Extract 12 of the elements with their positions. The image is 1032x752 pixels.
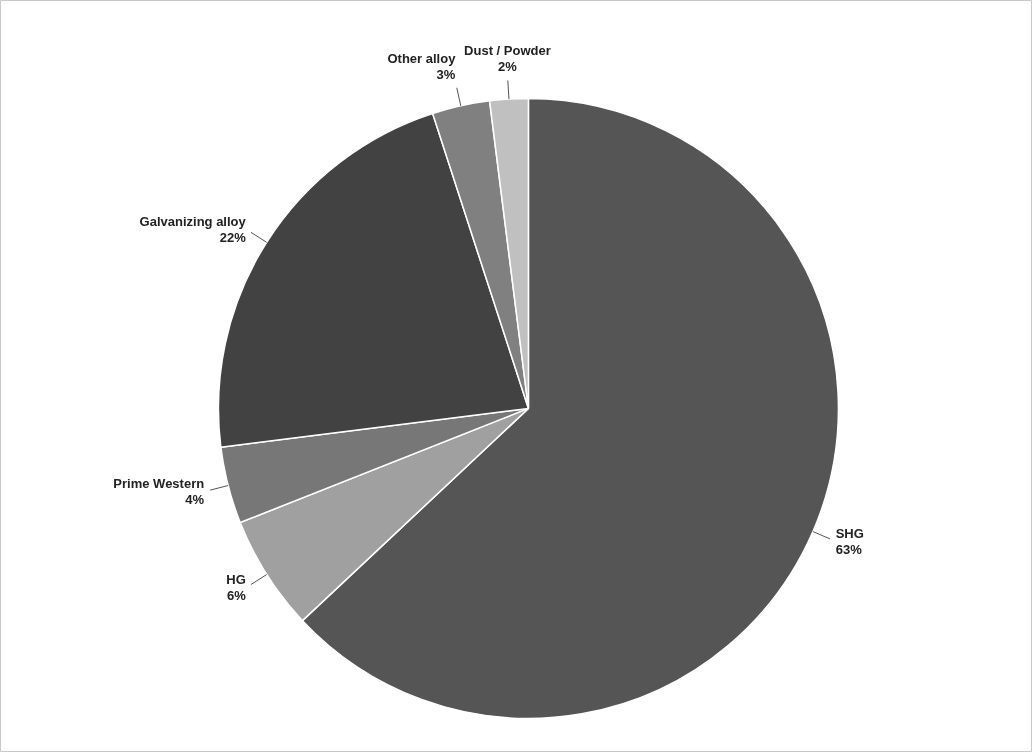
data-label: 6% [226,588,247,604]
data-label: 2% [498,59,518,75]
data-label: 4% [185,492,205,508]
slice-label: Dust / Powder [464,43,551,59]
data-label: 22% [219,229,247,245]
slice-label: Prime Western [113,476,205,492]
slice-label: Galvanizing alloy [139,213,247,229]
slice-label: Other alloy [387,50,457,66]
slice-label: HG [226,572,246,588]
data-label: 3% [436,66,456,82]
slice-label: SHG [835,525,864,541]
data-label: 63% [835,541,863,557]
